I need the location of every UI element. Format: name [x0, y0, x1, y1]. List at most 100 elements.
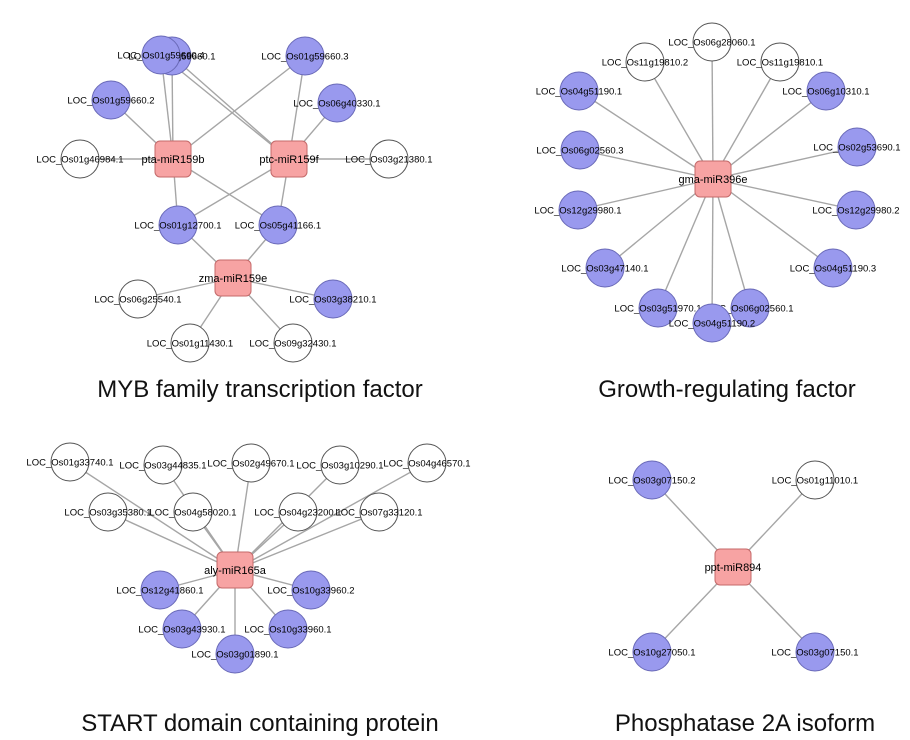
caption-myb: MYB family transcription factor: [97, 376, 422, 403]
target-node-circle: [795, 460, 835, 500]
target-node[interactable]: LOC_Os04g51190.3: [790, 248, 876, 288]
target-node[interactable]: LOC_Os01g11010.1: [772, 460, 858, 500]
target-node-label: LOC_Os05g41166.1: [235, 221, 321, 232]
target-node[interactable]: LOC_Os12g29980.1: [534, 190, 622, 230]
target-node-label: LOC_Os03g35380.1: [64, 508, 151, 519]
target-node[interactable]: LOC_Os03g44835.1: [119, 445, 207, 485]
mirna-node[interactable]: zma-miR159e: [199, 259, 267, 297]
edge-grf-4: [712, 90, 827, 180]
target-node-circle: [231, 443, 271, 483]
target-node[interactable]: LOC_Os03g07150.2: [608, 460, 696, 500]
target-node-circle: [313, 279, 353, 319]
target-node-circle: [632, 632, 672, 672]
target-node[interactable]: LOC_Os03g35380.1: [64, 492, 152, 532]
target-node-circle: [638, 288, 678, 328]
target-node[interactable]: LOC_Os12g29980.2: [812, 190, 900, 230]
target-node[interactable]: LOC_Os06g02560.1: [706, 288, 794, 328]
target-node[interactable]: LOC_Os07g33120.1: [335, 492, 423, 532]
target-node-circle: [268, 609, 308, 649]
target-node-circle: [88, 492, 128, 532]
target-node[interactable]: LOC_Os04g51190.2: [669, 303, 755, 343]
target-node-circle: [692, 303, 732, 343]
target-node-circle: [118, 279, 158, 319]
target-node[interactable]: LOC_Os03g43930.1: [138, 609, 226, 649]
target-node-label: LOC_Os12g29980.1: [534, 206, 621, 217]
target-node-label: LOC_Os09g32430.1: [249, 339, 336, 350]
target-node-label: LOC_Os04g23200.1: [254, 508, 341, 519]
target-node[interactable]: LOC_Os06g40330.1: [293, 83, 381, 123]
mirna-node-label: gma-miR396e: [678, 174, 747, 186]
edge-grf-2: [712, 61, 781, 180]
target-node-label: LOC_Os03g10290.1: [296, 461, 383, 472]
target-node[interactable]: LOC_Os03g47140.1: [561, 248, 649, 288]
target-node-circle: [291, 570, 331, 610]
target-node-circle: [558, 190, 598, 230]
target-node[interactable]: LOC_Os04g58020.1: [149, 492, 237, 532]
mirna-node-box: [714, 548, 752, 586]
mirna-node[interactable]: ppt-miR894: [705, 548, 762, 586]
target-node-circle: [215, 634, 255, 674]
target-node[interactable]: LOC_Os01g33740.1: [26, 442, 114, 482]
target-node[interactable]: LOC_Os03g51970.1: [614, 288, 702, 328]
target-node-circle: [143, 445, 183, 485]
mirna-node-label: zma-miR159e: [199, 273, 267, 285]
mirna-node-box: [154, 140, 192, 178]
target-node[interactable]: LOC_Os01g59660.2: [67, 80, 155, 120]
target-node-circle: [585, 248, 625, 288]
target-node[interactable]: LOC_Os04g23200.1: [254, 492, 342, 532]
target-node-circle: [258, 205, 298, 245]
target-node-circle: [285, 36, 325, 76]
mirna-node-box: [270, 140, 308, 178]
target-node[interactable]: LOC_Os02g53690.1: [813, 127, 901, 167]
target-node[interactable]: LOC_Os05g41166.1: [235, 205, 321, 245]
target-node[interactable]: LOC_Os03g07150.1: [771, 632, 859, 672]
target-node[interactable]: LOC_Os03g38210.1: [289, 279, 377, 319]
target-node-label: LOC_Os01g59660.3: [261, 52, 348, 63]
mirna-node[interactable]: gma-miR396e: [678, 160, 748, 198]
target-node[interactable]: LOC_Os03g10290.1: [296, 445, 384, 485]
mirna-node[interactable]: pta-miR159b: [142, 140, 205, 178]
target-node[interactable]: LOC_Os01g11430.1: [147, 323, 233, 363]
target-node[interactable]: LOC_Os10g33960.2: [267, 570, 355, 610]
target-node[interactable]: LOC_Os01g46984.1: [36, 139, 124, 179]
target-node[interactable]: LOC_Os03g21380.1: [345, 139, 433, 179]
target-node-label: LOC_Os01g12700.1: [134, 221, 221, 232]
target-node-circle: [559, 71, 599, 111]
mirna-node[interactable]: aly-miR165a: [204, 551, 267, 589]
target-node-label: LOC_Os06g28060.1: [668, 38, 755, 49]
edge-grf-1: [644, 61, 714, 180]
target-node-label: LOC_Os01g11430.1: [147, 339, 233, 350]
target-node-label: LOC_Os06g02560.3: [536, 146, 623, 157]
target-node[interactable]: LOC_Os10g27050.1: [608, 632, 696, 672]
target-node-circle: [369, 139, 409, 179]
target-node[interactable]: LOC_Os09g32430.1: [249, 323, 337, 363]
edge-myb-7: [171, 55, 290, 160]
target-node[interactable]: LOC_Os01g12700.1: [134, 205, 222, 245]
target-node[interactable]: LOC_Os06g02560.3: [536, 130, 624, 170]
target-node[interactable]: LOC_Os02g49670.1: [207, 443, 295, 483]
target-node[interactable]: LOC_Os03g01890.1: [191, 634, 279, 674]
target-node[interactable]: LOC_Os10g33960.1: [244, 609, 332, 649]
target-node-label: LOC_Os04g51190.1: [536, 87, 622, 98]
target-node[interactable]: LOC_Os04g46570.1: [383, 443, 471, 483]
target-node[interactable]: LOC_Os11g19810.2: [602, 42, 688, 82]
caption-grf: Growth-regulating factor: [598, 376, 855, 403]
target-node-label: LOC_Os04g51190.3: [790, 264, 876, 275]
target-node-circle: [760, 42, 800, 82]
mirna-node-box: [214, 259, 252, 297]
target-node[interactable]: LOC_Os12g41860.1: [116, 570, 204, 610]
target-node[interactable]: LOC_Os04g51190.1: [536, 71, 622, 111]
target-node[interactable]: LOC_Os01g59660.3: [261, 36, 349, 76]
target-node[interactable]: LOC_Os06g28060.1: [668, 22, 756, 62]
target-node-label: LOC_Os01g46984.1: [36, 155, 123, 166]
target-node[interactable]: LOC_Os06g25540.1: [94, 279, 182, 319]
target-node[interactable]: LOC_Os01g59660.4: [117, 35, 205, 75]
target-node[interactable]: LOC_Os11g19810.1: [737, 42, 823, 82]
edge-start-0: [69, 461, 236, 571]
target-node-circle: [140, 570, 180, 610]
target-node-circle: [625, 42, 665, 82]
mirna-node[interactable]: ptc-miR159f: [259, 140, 320, 178]
target-node[interactable]: LOC_Os06g10310.1: [782, 71, 870, 111]
target-node-label: LOC_Os04g58020.1: [149, 508, 236, 519]
